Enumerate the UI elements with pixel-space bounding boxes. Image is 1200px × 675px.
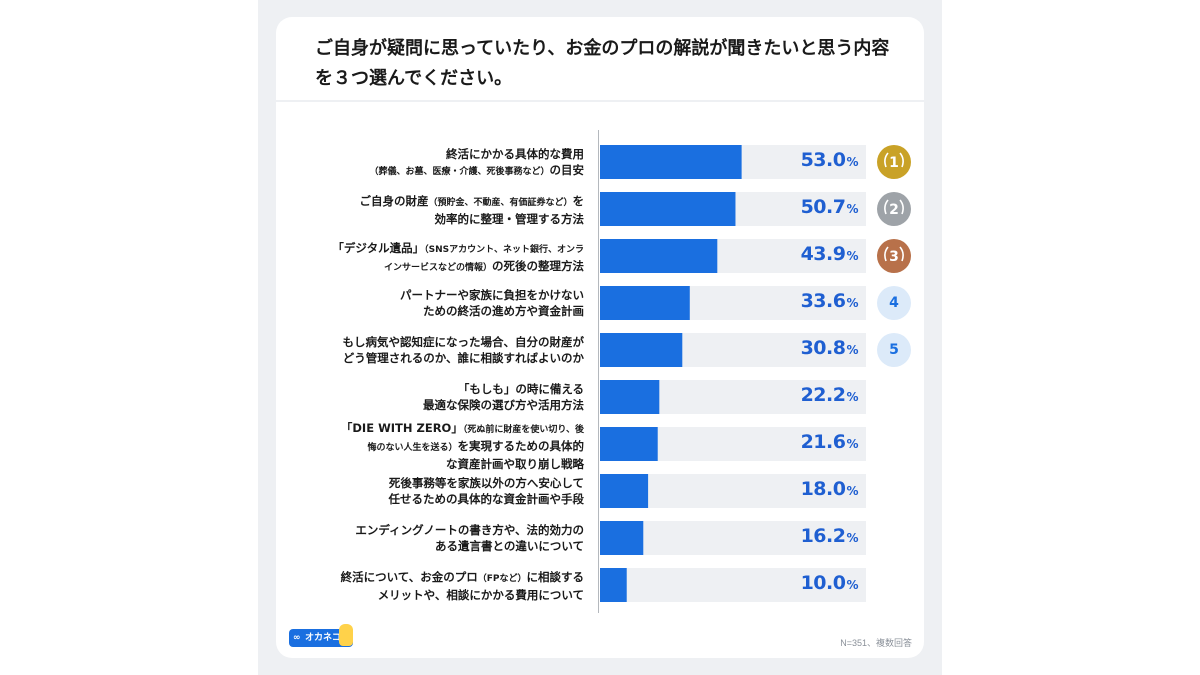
category-label-text: を <box>572 194 585 208</box>
category-label-text: パートナーや家族に負担をかけない <box>400 288 584 302</box>
value-unit: % <box>846 296 858 310</box>
category-label-text: （葬儀、お墓、医療・介護、死後事務など） <box>369 167 550 177</box>
category-label-text: メリットや、相談にかかる費用について <box>377 588 584 602</box>
category-label-text: 終活について、お金のプロ <box>340 570 478 584</box>
value-label: 18.0% <box>738 478 859 500</box>
laurel-medal-icon: 3 <box>877 239 911 273</box>
value-label: 43.9% <box>738 243 859 265</box>
value-unit: % <box>846 390 858 404</box>
category-label: ご自身の財産（預貯金、不動産、有価証券など）を効率的に整理・管理する方法 <box>314 193 584 227</box>
category-label-text: もし病気や認知症になった場合、自分の財産が <box>342 335 585 349</box>
rank-medal-icon: 1 <box>877 145 911 179</box>
category-label-text: を実現するための具体的 <box>457 439 585 453</box>
category-label-text: 「デジタル遺品」 <box>332 241 425 255</box>
category-label-text: ある遺言書との違いについて <box>434 539 584 553</box>
rank-badge: 4 <box>877 286 911 320</box>
value-label: 30.8% <box>738 337 859 359</box>
category-label-text: の目安 <box>549 163 585 177</box>
value-number: 21.6 <box>800 431 846 453</box>
value-unit: % <box>846 578 858 592</box>
chart-axis-line <box>598 130 599 613</box>
okaneco-logo: ∞ オカネコ <box>289 624 353 647</box>
value-number: 50.7 <box>800 196 846 218</box>
category-label-text: インサービスなどの情報） <box>383 263 492 273</box>
value-number: 53.0 <box>800 149 846 171</box>
category-label-text: エンディングノートの書き方や、法的効力の <box>355 523 584 537</box>
value-label: 10.0% <box>738 572 859 594</box>
value-number: 18.0 <box>800 478 846 500</box>
category-label: もし病気や認知症になった場合、自分の財産が どう管理されるのか、誰に相談すればよい… <box>314 334 585 366</box>
infinity-icon: ∞ <box>293 633 301 643</box>
category-label: 終活にかかる具体的な費用 （葬儀、お墓、医療・介護、死後事務など）の目安 <box>314 146 584 180</box>
value-label: 22.2% <box>738 384 859 406</box>
cat-mascot-icon <box>339 624 353 646</box>
value-label: 33.6% <box>738 290 859 312</box>
value-number: 10.0 <box>800 572 846 594</box>
category-label-text: 死後事務等を家族以外の方へ安心して <box>388 476 584 490</box>
value-unit: % <box>846 437 858 451</box>
category-label-text: （FPなど） <box>477 574 527 584</box>
value-unit: % <box>846 249 858 263</box>
category-label-text: どう管理されるのか、誰に相談すればよいのか <box>342 351 584 365</box>
laurel-medal-icon: 2 <box>877 192 911 226</box>
value-unit: % <box>846 531 858 545</box>
category-label: エンディングノートの書き方や、法的効力のある遺言書との違いについて <box>314 522 584 554</box>
rank-badge: 5 <box>877 333 911 367</box>
category-label: 「デジタル遺品」（SNSアカウント、ネット銀行、オンラインサービスなどの情報）の… <box>314 240 584 276</box>
value-unit: % <box>846 343 858 357</box>
value-label: 21.6% <box>738 431 859 453</box>
laurel-medal-icon: 1 <box>877 145 911 179</box>
category-label-text: （死ぬ前に財産を使い切り、後 <box>462 425 584 435</box>
category-label-text: 任せるための具体的な資金計画や手段 <box>388 492 585 506</box>
value-unit: % <box>846 155 858 169</box>
value-label: 16.2% <box>738 525 859 547</box>
value-number: 43.9 <box>800 243 846 265</box>
title-divider <box>276 100 924 102</box>
value-label: 50.7% <box>738 196 859 218</box>
rank-number: 3 <box>889 249 899 265</box>
category-label-text: ご自身の財産 <box>359 194 429 208</box>
category-label-text: な資産計画や取り崩し戦略 <box>446 457 584 471</box>
category-label-text: （預貯金、不動産、有価証券など） <box>428 198 573 208</box>
value-unit: % <box>846 202 858 216</box>
value-number: 33.6 <box>800 290 846 312</box>
rank-number: 1 <box>889 155 899 171</box>
value-number: 16.2 <box>800 525 846 547</box>
value-unit: % <box>846 484 858 498</box>
rank-medal-icon: 3 <box>877 239 911 273</box>
category-label-text: 悔のない人生を送る） <box>367 443 458 453</box>
category-label-text: 最適な保険の選び方や活用方法 <box>423 398 584 412</box>
category-label-text: 「もしも」の時に備える <box>457 382 584 396</box>
category-label: 死後事務等を家族以外の方へ安心して 任せるための具体的な資金計画や手段 <box>314 475 585 507</box>
category-label-text: 効率的に整理・管理する方法 <box>434 212 585 226</box>
category-label-text: に相談する <box>526 570 585 584</box>
value-label: 53.0% <box>738 149 859 171</box>
category-label-text: 終活にかかる具体的な費用 <box>446 147 584 161</box>
value-number: 22.2 <box>800 384 846 406</box>
category-label-text: （SNSアカウント、ネット銀行、オンラ <box>424 245 584 255</box>
category-label-text: の死後の整理方法 <box>492 259 584 273</box>
logo-text: オカネコ <box>305 633 341 643</box>
rank-medal-icon: 2 <box>877 192 911 226</box>
category-label: パートナーや家族に負担をかけないための終活の進め方や資金計画 <box>314 287 584 319</box>
category-label: 終活について、お金のプロ（FPなど）に相談するメリットや、相談にかかる費用につい… <box>314 569 584 603</box>
category-label-text: ための終活の進め方や資金計画 <box>423 304 584 318</box>
category-label: 「DIE WITH ZERO」（死ぬ前に財産を使い切り、後 悔のない人生を送る）を… <box>314 420 584 472</box>
sample-note: N=351、複数回答 <box>840 638 912 648</box>
value-number: 30.8 <box>800 337 846 359</box>
category-label-text: 「DIE WITH ZERO」 <box>340 421 463 435</box>
rank-number: 2 <box>889 202 899 218</box>
question-title: ご自身が疑問に思っていたり、お金のプロの解説が聞きたいと思う内容を３つ選んでくだ… <box>315 38 890 89</box>
category-label: 「もしも」の時に備える最適な保険の選び方や活用方法 <box>314 381 584 413</box>
